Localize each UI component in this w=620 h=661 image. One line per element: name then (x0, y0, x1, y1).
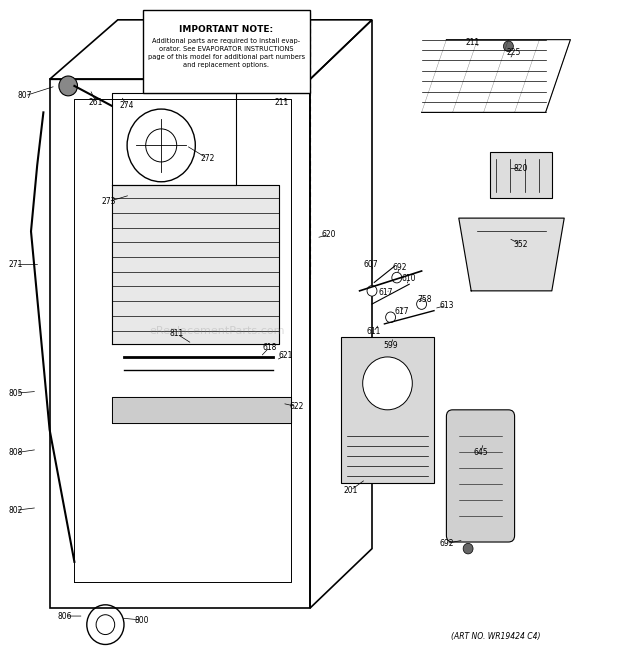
Text: Additional parts are required to install evap-
orator. See EVAPORATOR INSTRUCTIO: Additional parts are required to install… (148, 38, 305, 68)
Text: (ART NO. WR19424 C4): (ART NO. WR19424 C4) (451, 632, 541, 641)
Circle shape (386, 312, 396, 323)
Text: IMPORTANT NOTE:: IMPORTANT NOTE: (179, 25, 273, 34)
FancyBboxPatch shape (143, 10, 310, 93)
Text: 820: 820 (513, 164, 528, 173)
Circle shape (417, 299, 427, 309)
Text: 621: 621 (278, 351, 293, 360)
Text: 617: 617 (378, 288, 393, 297)
Text: 805: 805 (8, 389, 23, 398)
Circle shape (367, 286, 377, 296)
Text: 201: 201 (343, 486, 358, 495)
Polygon shape (112, 397, 291, 423)
Text: 808: 808 (8, 448, 23, 457)
Text: 272: 272 (200, 154, 215, 163)
Polygon shape (459, 218, 564, 291)
Text: 352: 352 (513, 240, 528, 249)
Text: 225: 225 (506, 48, 521, 58)
Text: 622: 622 (289, 402, 304, 411)
Text: 618: 618 (262, 342, 277, 352)
Text: 807: 807 (17, 91, 32, 100)
Text: 800: 800 (134, 615, 149, 625)
Circle shape (59, 76, 78, 96)
Text: 613: 613 (439, 301, 454, 310)
Text: 611: 611 (366, 327, 381, 336)
Text: 802: 802 (8, 506, 23, 515)
Text: 599: 599 (383, 340, 398, 350)
Text: 692: 692 (439, 539, 454, 548)
Text: 758: 758 (417, 295, 432, 304)
Text: 811: 811 (170, 329, 184, 338)
Circle shape (503, 41, 513, 52)
Circle shape (363, 357, 412, 410)
Text: 211: 211 (275, 98, 289, 107)
Text: 645: 645 (473, 448, 488, 457)
Circle shape (392, 272, 402, 283)
FancyBboxPatch shape (446, 410, 515, 542)
Text: 271: 271 (8, 260, 23, 269)
Bar (490, 152, 552, 198)
Text: 261: 261 (89, 98, 104, 107)
Circle shape (463, 543, 473, 554)
Text: 610: 610 (402, 274, 417, 284)
Text: 211: 211 (466, 38, 479, 48)
Text: 692: 692 (392, 263, 407, 272)
Text: 274: 274 (120, 101, 135, 110)
Polygon shape (112, 185, 279, 344)
Text: 607: 607 (363, 260, 378, 269)
Bar (341, 337, 434, 483)
Text: 806: 806 (58, 611, 73, 621)
Text: 620: 620 (321, 230, 336, 239)
Text: 617: 617 (394, 307, 409, 317)
Text: eReplacementParts.com: eReplacementParts.com (149, 325, 285, 336)
Text: 273: 273 (101, 197, 116, 206)
